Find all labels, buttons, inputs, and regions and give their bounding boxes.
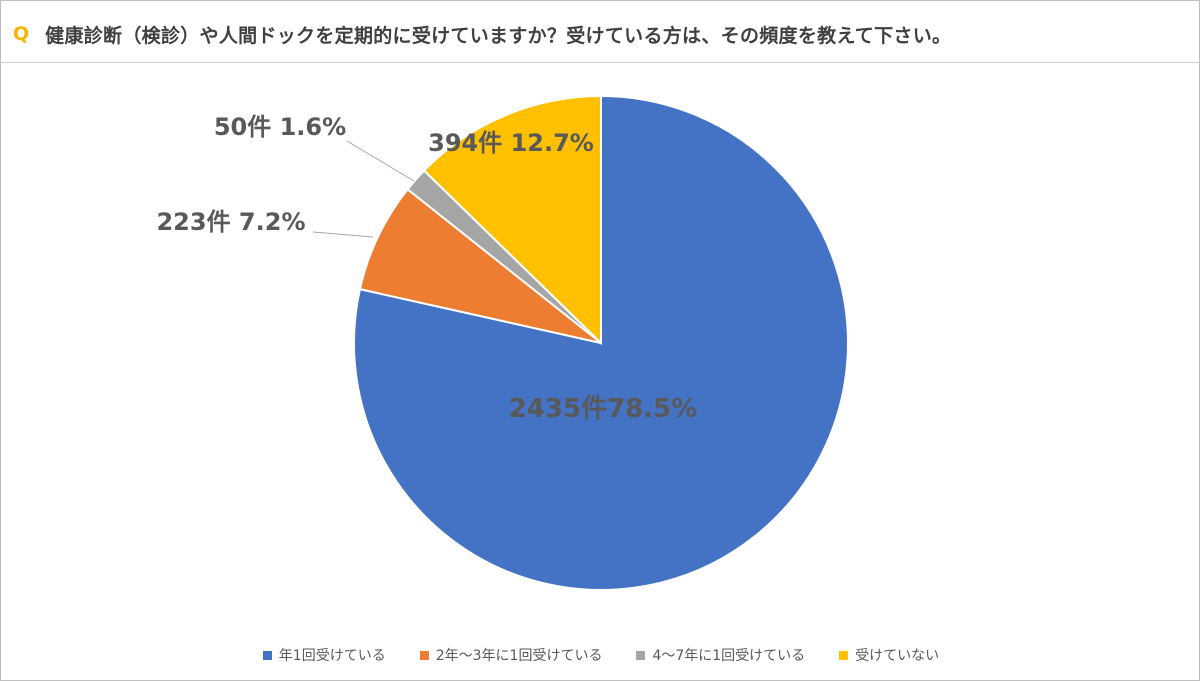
legend-item-1: 年1回受けている bbox=[262, 645, 386, 665]
legend-item-2: 2年～3年に1回受けている bbox=[419, 645, 603, 665]
title-divider bbox=[1, 62, 1199, 63]
legend-item-4: 受けていない bbox=[839, 645, 939, 665]
legend-label-1: 年1回受けている bbox=[278, 648, 386, 664]
pie-slice-4 bbox=[422, 94, 602, 346]
data-label-2: 223件 7.2% bbox=[156, 208, 305, 236]
chart-title: 健康診断（検診）や人間ドックを定期的に受けていますか？受けている方は、その頻度を… bbox=[45, 24, 952, 47]
pie-chart: 2435件78.5% 223件 7.2% 50件 1.6% 394件 12.7% bbox=[156, 94, 849, 591]
data-label-1: 2435件78.5% bbox=[509, 394, 698, 424]
legend-swatch-4 bbox=[839, 650, 849, 660]
chart-legend: 年1回受けている 2年～3年に1回受けている 4～7年に1回受けている 受けていない bbox=[1, 645, 1200, 665]
legend-swatch-3 bbox=[636, 650, 646, 660]
title-row: Q 健康診断（検診）や人間ドックを定期的に受けていますか？受けている方は、その頻… bbox=[13, 19, 951, 49]
pie-slice-2 bbox=[358, 187, 602, 344]
legend-label-2: 2年～3年に1回受けている bbox=[435, 648, 603, 664]
legend-item-3: 4～7年に1回受けている bbox=[636, 645, 805, 665]
data-label-3: 50件 1.6% bbox=[214, 113, 346, 141]
legend-label-4: 受けていない bbox=[855, 648, 940, 664]
legend-label-3: 4～7年に1回受けている bbox=[652, 648, 806, 664]
legend-swatch-1 bbox=[262, 650, 272, 660]
leader-line-3 bbox=[346, 140, 415, 182]
legend-swatch-2 bbox=[419, 650, 429, 660]
question-mark-label: Q bbox=[13, 23, 30, 45]
leader-line-2 bbox=[312, 231, 374, 238]
data-label-4: 394件 12.7% bbox=[428, 129, 594, 157]
